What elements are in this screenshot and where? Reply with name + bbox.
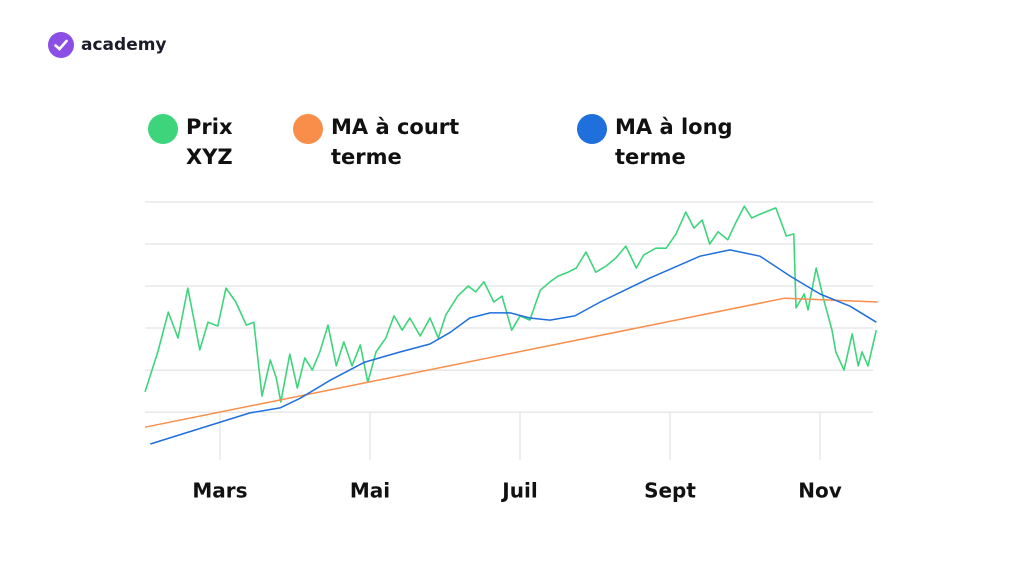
brand-name: academy xyxy=(81,35,167,55)
legend-item: MA à court terme xyxy=(293,112,521,172)
legend-swatch xyxy=(148,114,178,144)
x-tick-label: Mars xyxy=(192,479,247,503)
legend-label: MA à long terme xyxy=(615,115,733,169)
series-line xyxy=(144,205,878,403)
x-tick-label: Sept xyxy=(644,479,696,503)
series-line xyxy=(150,249,877,445)
series-line xyxy=(144,297,878,428)
legend-label: MA à court terme xyxy=(331,115,460,169)
legend-swatch xyxy=(293,114,323,144)
legend-swatch xyxy=(577,114,607,144)
legend-item: Prix XYZ xyxy=(148,112,274,172)
x-tick-label: Juil xyxy=(500,479,537,503)
x-tick-label: Nov xyxy=(798,479,842,503)
x-tick-label: Mai xyxy=(350,479,390,503)
legend-item: MA à long terme xyxy=(577,112,765,172)
logo xyxy=(48,32,74,58)
legend: Prix XYZ MA à court terme MA à long terme xyxy=(0,112,1024,182)
brand: academy xyxy=(48,32,167,58)
legend-label: Prix XYZ xyxy=(186,115,233,169)
